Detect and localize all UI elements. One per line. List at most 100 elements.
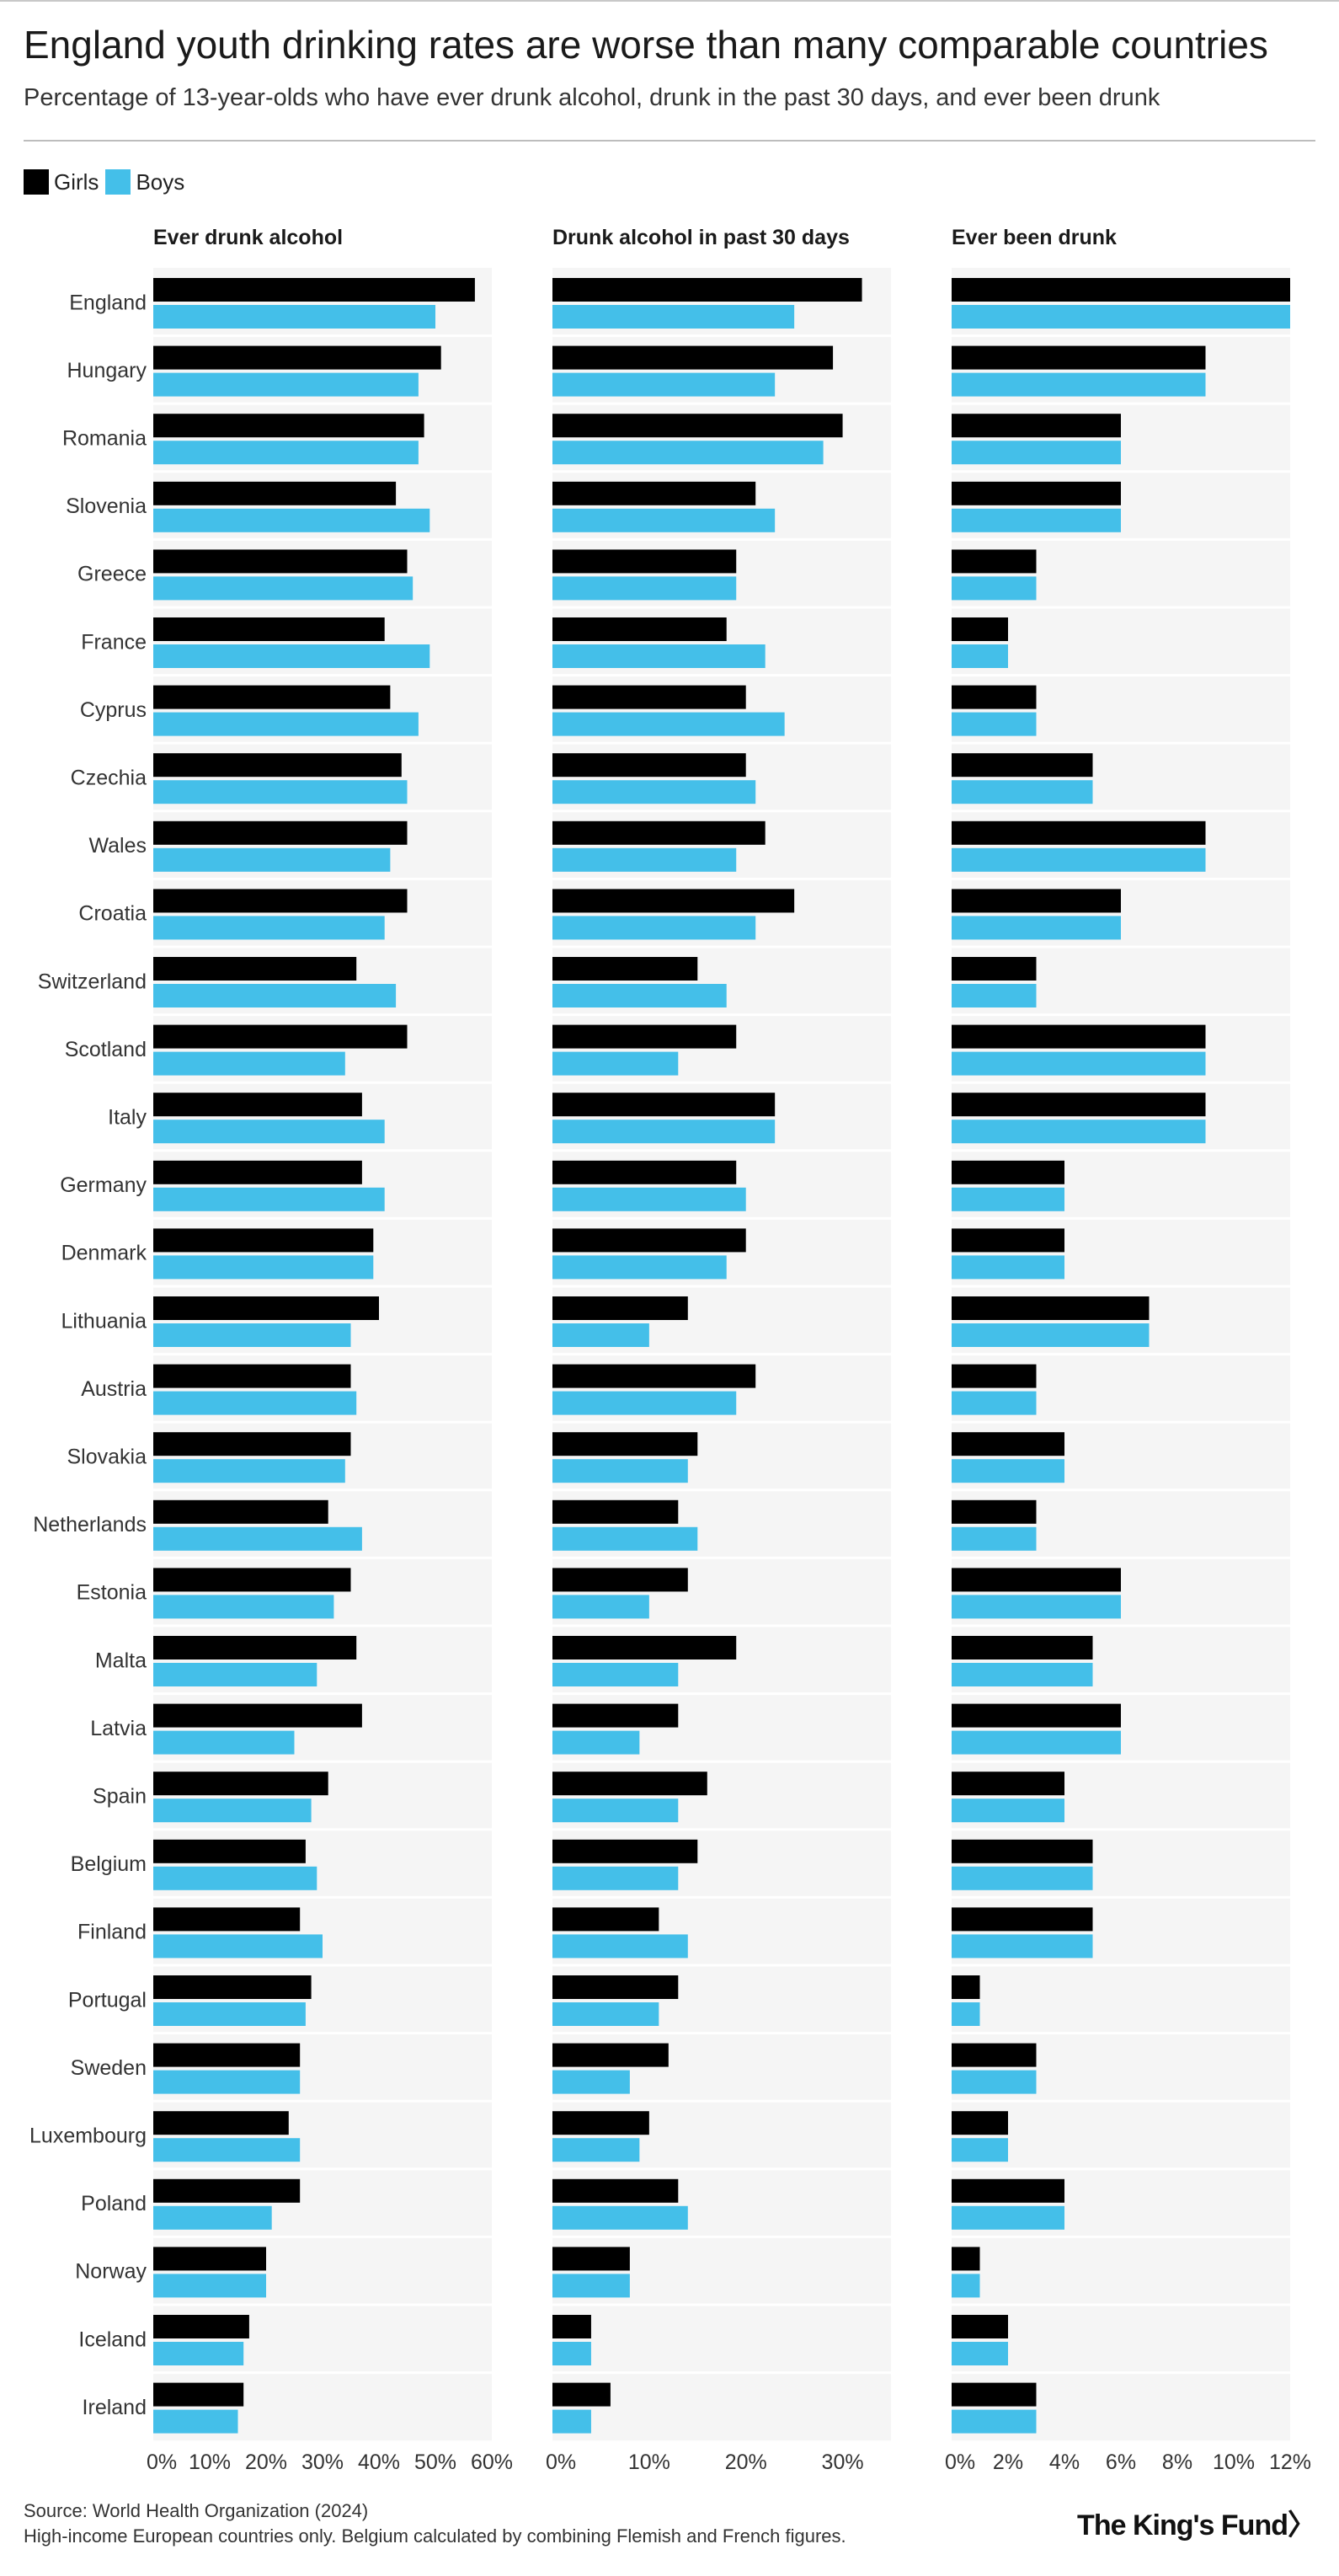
bar-boys <box>153 644 430 668</box>
category-label: Italy <box>108 1106 147 1130</box>
bar-girls <box>153 1228 374 1253</box>
bar-boys <box>952 1595 1121 1619</box>
bar-girls <box>153 2382 244 2407</box>
bar-girls <box>552 1772 707 1796</box>
bar-girls <box>952 278 1290 302</box>
category-label: Belgium <box>71 1852 147 1876</box>
bar-boys <box>552 441 824 465</box>
bar-girls <box>952 481 1121 505</box>
bar-boys <box>552 644 766 668</box>
bar-girls <box>153 820 408 845</box>
bar-boys <box>552 1323 649 1347</box>
bar-girls <box>153 278 475 302</box>
bar-boys <box>153 1323 351 1347</box>
bar-boys <box>552 1866 679 1890</box>
bar-boys <box>153 1459 345 1483</box>
bar-girls <box>952 1228 1064 1253</box>
bar-boys <box>952 1526 1037 1551</box>
bar-girls <box>153 2247 266 2271</box>
bar-boys <box>153 1934 323 1959</box>
bar-girls <box>552 1907 659 1932</box>
bar-boys <box>952 1187 1064 1211</box>
category-label: Poland <box>81 2192 147 2215</box>
bar-girls <box>153 1703 362 1728</box>
category-label: Portugal <box>68 1988 147 2012</box>
bar-boys <box>952 1934 1093 1959</box>
bar-girls <box>153 1432 351 1456</box>
bar-girls <box>952 1568 1121 1592</box>
bar-girls <box>552 1160 737 1184</box>
category-label: Sweden <box>71 2056 147 2080</box>
bar-boys <box>552 1391 737 1415</box>
category-label: Cyprus <box>80 698 147 722</box>
category-label: Spain <box>93 1785 147 1809</box>
bar-boys <box>153 1120 385 1144</box>
bar-girls <box>952 345 1206 370</box>
bar-girls <box>552 1975 679 1999</box>
bar-boys <box>552 984 727 1007</box>
bar-girls <box>153 2111 289 2135</box>
bar-boys <box>153 1187 385 1211</box>
x-tick-label: 6% <box>1106 2450 1136 2474</box>
bar-girls <box>552 1568 688 1592</box>
note-text: High-income European countries only. Bel… <box>24 2525 846 2547</box>
bar-girls <box>153 617 385 641</box>
category-label: Romania <box>62 427 147 451</box>
category-label: Croatia <box>78 902 147 926</box>
bar-boys <box>952 441 1121 465</box>
bar-boys <box>952 984 1037 1007</box>
bar-boys <box>952 372 1206 397</box>
bar-girls <box>153 1160 362 1184</box>
logo-text: The King's Fund <box>1077 2509 1288 2541</box>
bar-boys <box>952 2138 1008 2162</box>
bar-girls <box>952 1296 1150 1320</box>
bar-girls <box>153 2178 301 2203</box>
bar-boys <box>952 576 1037 601</box>
category-label: Luxembourg <box>29 2124 147 2148</box>
category-label: England <box>69 291 147 314</box>
bar-girls <box>952 1364 1037 1388</box>
bar-girls <box>952 685 1037 709</box>
legend-swatch-boys <box>105 169 131 195</box>
category-label: Malta <box>95 1649 147 1672</box>
bar-girls <box>552 889 795 913</box>
bar-boys <box>952 1663 1093 1686</box>
category-label: Estonia <box>77 1581 147 1605</box>
category-label: Czechia <box>71 767 147 790</box>
x-tick-label: 10% <box>1213 2450 1255 2474</box>
bar-girls <box>952 1499 1037 1524</box>
bar-boys <box>552 2002 659 2026</box>
bar-girls <box>153 1568 351 1592</box>
category-label: Iceland <box>78 2327 147 2351</box>
bar-girls <box>552 1024 737 1049</box>
chart-subtitle: Percentage of 13-year-olds who have ever… <box>24 84 1160 111</box>
bar-boys <box>952 1866 1093 1890</box>
bar-girls <box>153 957 357 981</box>
bar-girls <box>552 2315 591 2338</box>
bar-boys <box>952 1459 1064 1483</box>
x-tick-label: 4% <box>1049 2450 1080 2474</box>
bar-girls <box>153 1839 306 1863</box>
bar-girls <box>153 2315 249 2338</box>
chart-area: England Hungary Romania Slovenia Greece Franc… <box>29 226 1311 2474</box>
bar-boys <box>552 712 785 736</box>
bar-boys <box>952 2274 980 2298</box>
bar-girls <box>552 1499 679 1524</box>
bar-girls <box>552 957 698 981</box>
bar-girls <box>153 753 402 778</box>
bar-boys <box>552 2274 630 2298</box>
bar-boys <box>952 2070 1037 2094</box>
bar-boys <box>153 508 430 532</box>
bar-girls <box>552 2111 649 2135</box>
bar-boys <box>552 1187 746 1211</box>
top-rule <box>0 0 1339 2</box>
bar-girls <box>552 1839 698 1863</box>
bar-girls <box>552 345 834 370</box>
bar-girls <box>153 2043 301 2067</box>
bar-boys <box>552 1934 688 1959</box>
bar-boys <box>952 508 1121 532</box>
footer: Source: World Health Organization (2024)… <box>24 2499 846 2549</box>
source-text: Source: World Health Organization (2024) <box>24 2500 369 2521</box>
header-divider <box>24 140 1315 142</box>
bar-girls <box>552 753 746 778</box>
